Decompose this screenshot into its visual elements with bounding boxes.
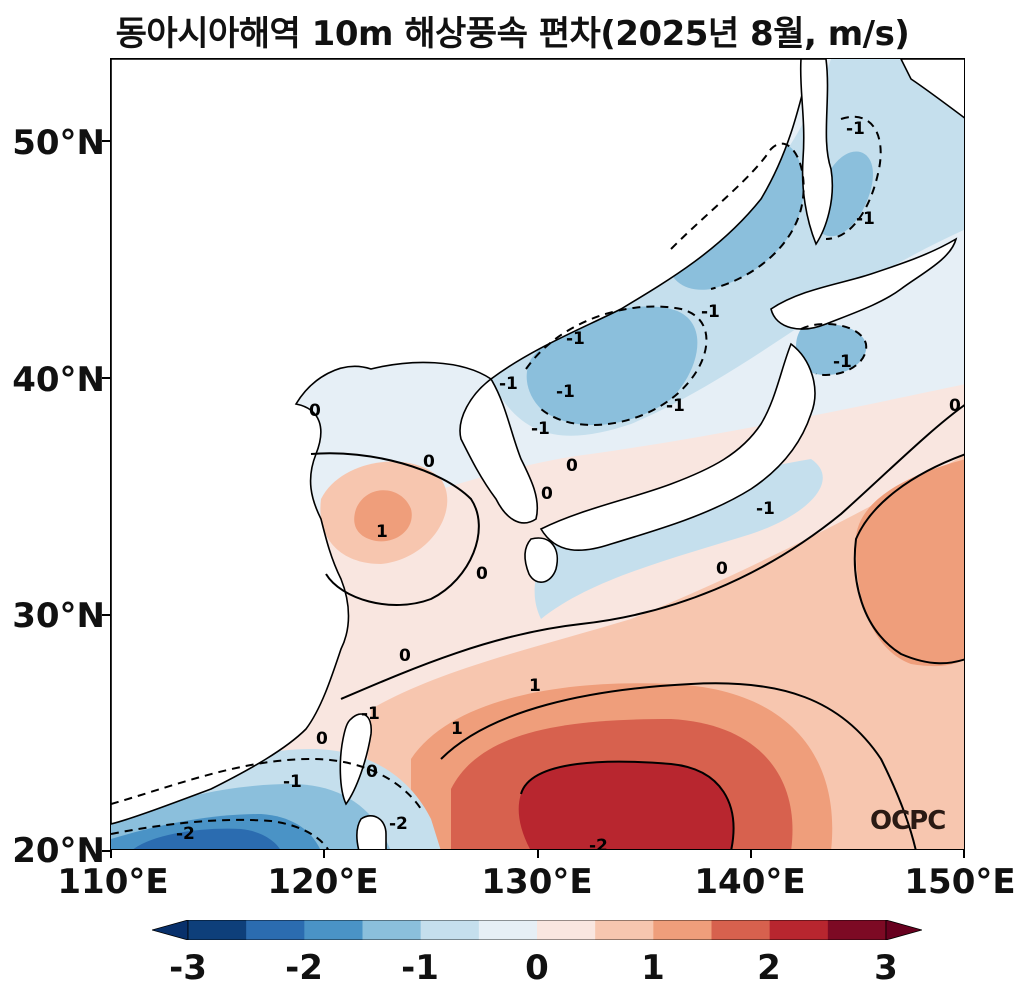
lon-tick <box>537 850 539 858</box>
lat-tick <box>102 140 110 142</box>
colorbar-segment <box>188 920 247 940</box>
contour-label: -2 <box>589 836 608 850</box>
contour-neg-one-hokkaido <box>800 323 868 376</box>
lon-label: 150°E <box>904 862 1016 902</box>
lat-label: 20°N <box>12 831 105 871</box>
lon-tick <box>110 850 112 858</box>
contour-one-east <box>853 453 964 665</box>
colorbar <box>152 920 922 940</box>
contour-label: -1 <box>666 396 685 416</box>
pos-anomaly-yellow-sea-core <box>354 490 412 542</box>
contour-label: 0 <box>541 484 553 504</box>
contour-label: 0 <box>399 646 411 666</box>
lon-tick <box>750 850 752 858</box>
colorbar-segment <box>478 920 538 940</box>
contour-label: 0 <box>716 559 728 579</box>
pos-anomaly-core <box>518 761 734 849</box>
colorbar-tick-label: 0 <box>525 948 549 988</box>
colorbar-segment <box>362 920 422 940</box>
map-panel: 0 0 0 0 0 0 0 0 0 0 1 1 1 -1 -1 -1 -1 -1… <box>110 58 965 850</box>
contour-label: 1 <box>376 522 388 542</box>
contour-label: 0 <box>423 452 435 472</box>
colorbar-segment <box>653 920 712 940</box>
map-title: 동아시아해역 10m 해상풍속 편차(2025년 8월, m/s) <box>115 14 910 54</box>
land-sakhalin <box>799 59 834 246</box>
colorbar-tick-label: 2 <box>757 948 781 988</box>
contour-label: 1 <box>529 676 541 696</box>
contour-label: -1 <box>283 772 302 792</box>
contour-neg-one-okhotsk <box>670 142 805 290</box>
contour-label: 0 <box>316 729 328 749</box>
neg-anomaly-sw-core <box>133 828 280 849</box>
neg-anomaly-hokkaido <box>796 324 867 375</box>
colorbar-tick-label: -2 <box>285 948 323 988</box>
lat-label: 50°N <box>12 123 105 163</box>
contour-label: 0 <box>476 564 488 584</box>
lon-label: 130°E <box>481 862 593 902</box>
pos-anomaly-east <box>855 459 964 667</box>
colorbar-tick-label: 3 <box>874 948 898 988</box>
colorbar-tick-label: -3 <box>169 948 207 988</box>
contour-label: -1 <box>833 352 852 372</box>
contour-neg-one-sw <box>111 757 422 810</box>
colorbar-segment <box>537 920 596 940</box>
contour-label: -2 <box>176 824 195 844</box>
contour-two-core <box>520 760 735 849</box>
contour-label: 0 <box>949 396 961 416</box>
colorbar-extend-low <box>152 920 189 940</box>
contour-label: -1 <box>556 382 575 402</box>
colorbar-segment <box>827 920 887 940</box>
contour-zero-yellow-sea <box>310 452 480 606</box>
contour-label: 1 <box>451 719 463 739</box>
lon-tick <box>963 850 965 858</box>
contour-label: -1 <box>846 119 865 139</box>
wind-anomaly-map: 0 0 0 0 0 0 0 0 0 0 1 1 1 -1 -1 -1 -1 -1… <box>111 59 964 850</box>
land-taiwan <box>339 713 372 806</box>
land-japan-hokkaido <box>770 237 958 330</box>
contour-label: 0 <box>309 401 321 421</box>
lat-tick <box>102 850 110 852</box>
neg-anomaly-east-sea <box>526 306 698 426</box>
contour-one-south <box>440 682 917 849</box>
ocpc-logo: OCPC <box>870 806 946 836</box>
contour-label: -1 <box>499 374 518 394</box>
land-kamchatka-coast <box>900 59 964 119</box>
lon-tick <box>323 850 325 858</box>
neg-anomaly-japan-south <box>534 459 823 619</box>
land-asia-mainland <box>111 59 812 825</box>
colorbar-segment <box>304 920 363 940</box>
contour-label: -2 <box>389 814 408 834</box>
contour-label: -1 <box>756 499 775 519</box>
lat-label: 40°N <box>12 360 105 400</box>
contour-zero-south <box>340 404 964 700</box>
colorbar-segment <box>420 920 480 940</box>
lat-tick <box>102 614 110 616</box>
contour-label: -1 <box>566 329 585 349</box>
colorbar-tick-label: -1 <box>401 948 439 988</box>
lon-label: 140°E <box>694 862 806 902</box>
land-korean-peninsula <box>459 377 539 524</box>
colorbar-segment <box>595 920 654 940</box>
colorbar-segment <box>711 920 771 940</box>
contour-label: 0 <box>566 456 578 476</box>
colorbar-tick-label: 1 <box>641 948 665 988</box>
lat-label: 30°N <box>12 596 105 636</box>
land-kyushu <box>524 537 558 583</box>
lat-tick <box>102 377 110 379</box>
lon-label: 120°E <box>267 862 379 902</box>
lon-label: 110°E <box>57 862 169 902</box>
land-luzon-north <box>356 815 387 849</box>
colorbar-extend-high <box>885 920 922 940</box>
colorbar-segment <box>246 920 305 940</box>
colorbar-segment <box>769 920 829 940</box>
contour-label: -1 <box>361 704 380 724</box>
contour-label: -1 <box>856 209 875 229</box>
contour-label: 0 <box>366 762 378 782</box>
contour-label: -1 <box>701 302 720 322</box>
contour-label: -1 <box>531 419 550 439</box>
land-japan-honshu <box>539 342 816 552</box>
